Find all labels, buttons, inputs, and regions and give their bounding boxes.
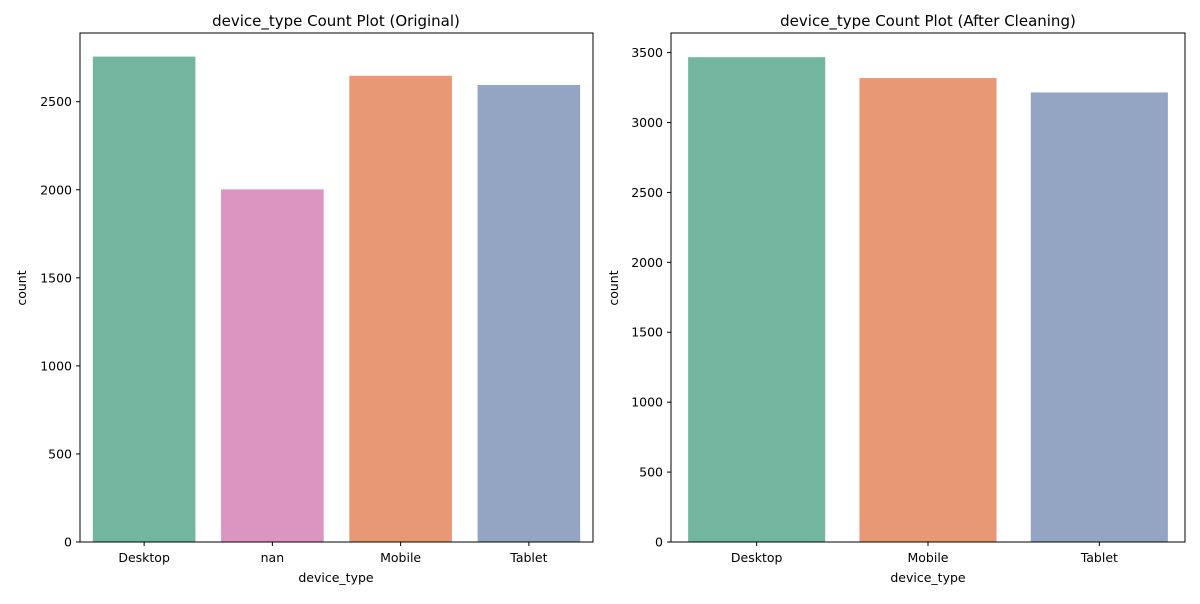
plot-frame (79, 32, 594, 543)
y-tick-label: 2500 (631, 185, 663, 200)
bar-Desktop (688, 57, 826, 543)
y-tick-label: 1500 (631, 325, 663, 340)
chart-title: device_type Count Plot (After Cleaning) (780, 12, 1076, 31)
bar-Tablet (1030, 92, 1168, 543)
bar-Tablet (477, 84, 581, 542)
x-tick-label: Mobile (907, 550, 948, 565)
chart-after-cleaning: device_type Count Plot (After Cleaning) … (606, 12, 1186, 585)
chart-original: device_type Count Plot (Original) 0 500 10… (14, 12, 594, 585)
bar-Mobile (349, 75, 452, 542)
y-tick-label: 0 (64, 535, 72, 550)
y-tick-label: 1500 (40, 270, 72, 285)
y-tick-label: 2000 (40, 182, 72, 197)
y-tick-label: 2000 (631, 255, 663, 270)
x-tick-label: Desktop (118, 550, 170, 565)
y-tick-label: 0 (655, 535, 663, 550)
y-tick-label: 3000 (631, 115, 663, 130)
x-tick-label: Mobile (380, 550, 421, 565)
bar-Desktop (92, 56, 196, 542)
y-tick-label: 500 (639, 465, 663, 480)
bar-nan (221, 189, 324, 542)
x-axis-label: device_type (890, 570, 966, 585)
y-tick-label: 2500 (40, 94, 72, 109)
y-axis-label: count (606, 270, 621, 305)
x-tick-label: nan (261, 550, 285, 565)
bar-Mobile (859, 78, 997, 543)
chart-title: device_type Count Plot (Original) (212, 12, 460, 31)
y-tick-label: 3500 (631, 45, 663, 60)
x-tick-label: Tablet (509, 550, 547, 565)
x-tick-label: Tablet (1080, 550, 1118, 565)
x-axis-label: device_type (298, 570, 374, 585)
x-tick-label: Desktop (731, 550, 783, 565)
y-tick-label: 500 (48, 446, 72, 461)
y-axis-label: count (14, 270, 29, 305)
plot-frame (670, 32, 1186, 543)
y-tick-label: 1000 (631, 395, 663, 410)
y-tick-label: 1000 (40, 358, 72, 373)
